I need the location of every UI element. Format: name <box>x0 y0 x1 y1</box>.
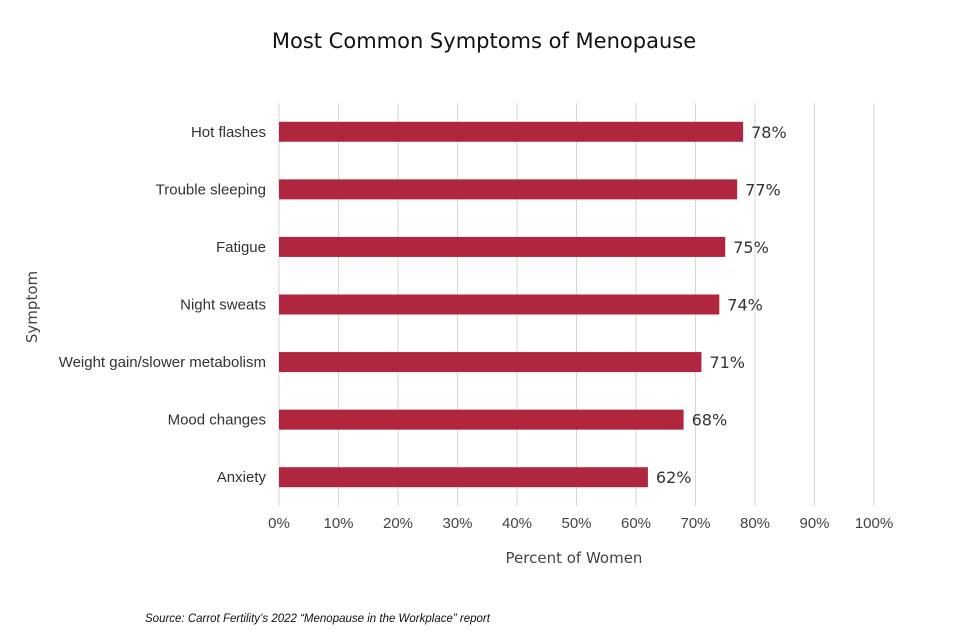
data-label: 75% <box>733 238 769 257</box>
category-label: Mood changes <box>168 412 266 429</box>
bar <box>279 409 684 430</box>
category-label: Weight gain/slower metabolism <box>59 354 266 371</box>
x-tick-label: 0% <box>268 515 290 532</box>
data-label: 71% <box>709 353 745 372</box>
data-label: 68% <box>692 411 728 430</box>
category-label: Anxiety <box>217 469 267 486</box>
data-label: 77% <box>745 180 781 199</box>
bar <box>279 467 648 488</box>
x-axis-label: Percent of Women <box>506 549 643 567</box>
data-label: 74% <box>727 296 763 315</box>
data-label: 62% <box>656 468 692 487</box>
bar <box>279 352 702 373</box>
y-axis-label: Symptom <box>23 271 41 343</box>
value-labels: 78% 77% 75% 74% 71% 68% 62% <box>656 123 787 487</box>
data-label: 78% <box>751 123 787 142</box>
x-tick-label: 70% <box>680 515 710 532</box>
category-label: Trouble sleeping <box>156 181 266 198</box>
x-tick-label: 20% <box>383 515 413 532</box>
bar <box>279 236 726 257</box>
category-labels: Hot flashes Trouble sleeping Fatigue Night … <box>59 124 267 486</box>
x-tick-labels: 0% 10% 20% 30% 40% 50% 60% 70% 80% 90% 100% <box>268 515 893 532</box>
category-label: Fatigue <box>216 239 266 256</box>
bar <box>279 121 744 142</box>
x-tick-label: 80% <box>740 515 770 532</box>
category-label: Hot flashes <box>191 124 266 141</box>
x-tick-label: 30% <box>442 515 472 532</box>
x-tick-label: 90% <box>799 515 829 532</box>
bars <box>279 121 744 488</box>
x-tick-label: 100% <box>855 515 893 532</box>
category-label: Night sweats <box>180 297 266 314</box>
bar <box>279 294 720 315</box>
bar <box>279 179 738 200</box>
source-note: Source: Carrot Fertility’s 2022 “Menopau… <box>145 613 491 625</box>
x-tick-label: 40% <box>502 515 532 532</box>
x-tick-label: 50% <box>561 515 591 532</box>
x-tick-label: 60% <box>621 515 651 532</box>
chart-title: Most Common Symptoms of Menopause <box>272 29 696 53</box>
x-tick-label: 10% <box>323 515 353 532</box>
